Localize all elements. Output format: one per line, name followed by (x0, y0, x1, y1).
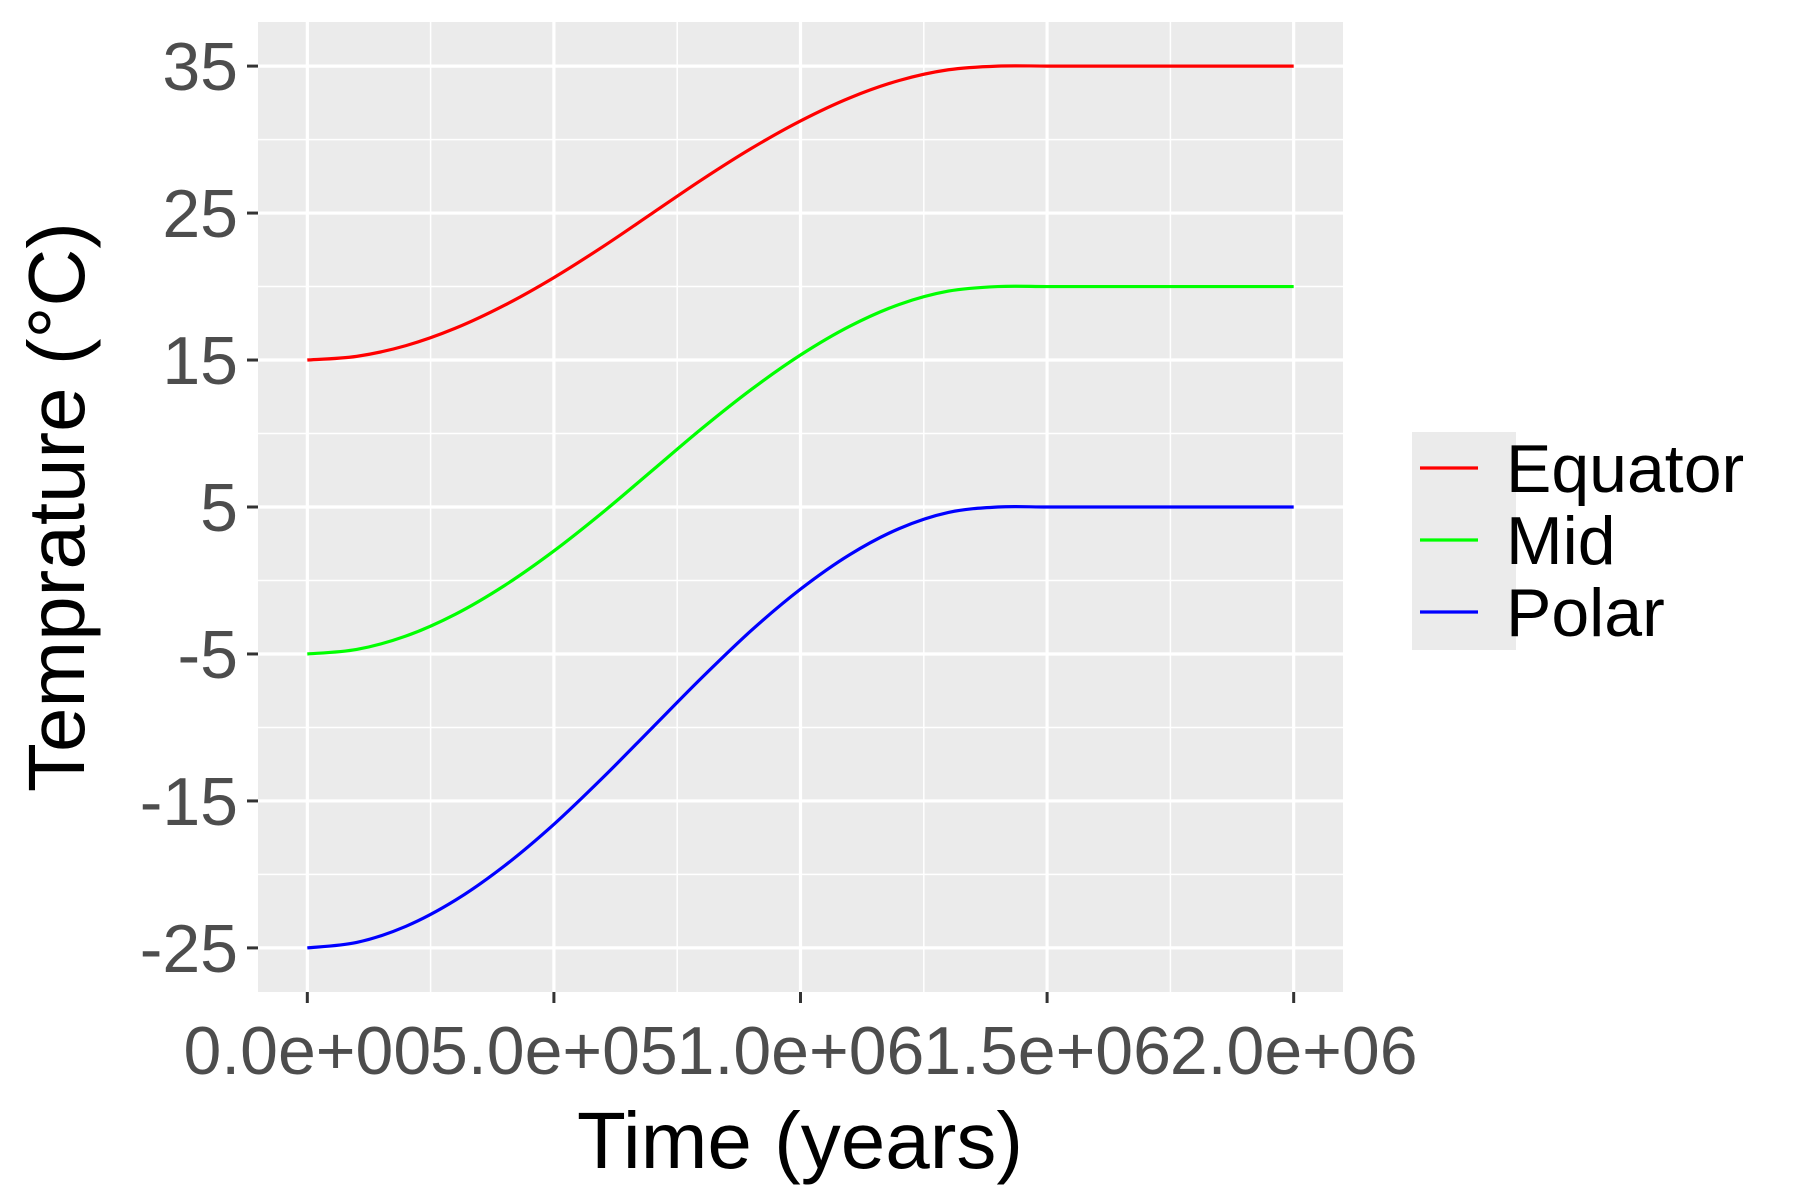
y-axis-title: Temprature (°C) (12, 222, 101, 792)
x-tick-label: 1.5e+06 (923, 1013, 1171, 1089)
x-tick-label: 2.0e+06 (1170, 1013, 1418, 1089)
y-tick-label: 15 (162, 323, 238, 399)
y-tick-label: 5 (200, 470, 238, 546)
x-axis: 0.0e+005.0e+051.0e+061.5e+062.0e+06 (183, 992, 1418, 1089)
y-tick-label: -15 (140, 764, 238, 840)
y-tick-label: 35 (162, 29, 238, 105)
y-tick-label: -5 (178, 617, 238, 693)
x-tick-label: 1.0e+06 (677, 1013, 925, 1089)
x-axis-title: Time (years) (577, 1096, 1023, 1185)
legend-label-equator: Equator (1506, 431, 1744, 507)
series-line-mid (307, 284, 1294, 656)
x-tick-label: 5.0e+05 (430, 1013, 678, 1089)
series-line-equator (307, 64, 1294, 362)
x-tick-label: 0.0e+00 (183, 1013, 431, 1089)
y-tick-label: 25 (162, 176, 238, 252)
y-axis: -25 -15 -5 5 15 25 35 (140, 29, 258, 987)
legend-label-mid: Mid (1506, 503, 1616, 579)
series-lines (307, 64, 1294, 950)
y-tick-label: -25 (140, 911, 238, 987)
legend-label-polar: Polar (1506, 575, 1665, 651)
series-line-polar (307, 505, 1294, 950)
